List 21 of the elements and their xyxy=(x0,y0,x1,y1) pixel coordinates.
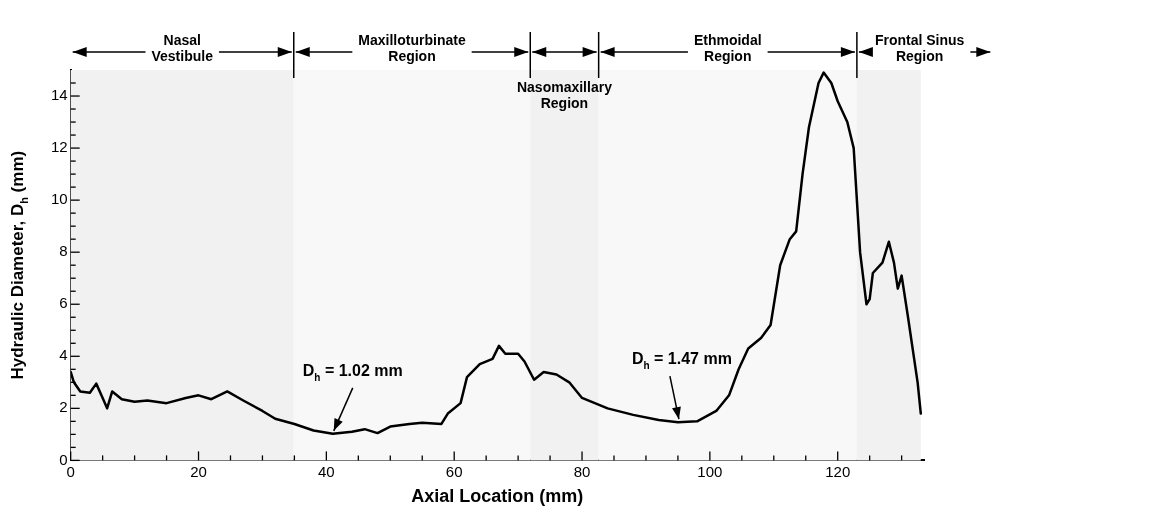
y-tick-label: 6 xyxy=(59,294,68,312)
y-tick-label: 8 xyxy=(59,242,68,260)
y-tick-label: 0 xyxy=(59,450,68,468)
x-tick-label: 60 xyxy=(445,462,463,480)
band-label: Ethmoidal Region xyxy=(693,32,762,64)
y-tick-label: 12 xyxy=(51,138,68,156)
y-tick-label: 4 xyxy=(59,346,68,364)
y-tick-label: 14 xyxy=(51,86,68,104)
x-tick-label: 80 xyxy=(573,462,591,480)
y-axis-title: Hydraulic Diameter, Dh (mm) xyxy=(7,150,30,380)
x-tick-label: 40 xyxy=(318,462,335,480)
band-label: Nasal Vestibule xyxy=(151,32,214,64)
x-tick-label: 20 xyxy=(190,462,207,480)
x-tick-label: 100 xyxy=(697,462,723,480)
band-label: Nasomaxillary Region xyxy=(516,79,613,111)
band-label: Maxilloturbinate Region xyxy=(358,32,466,64)
x-axis-title: Axial Location (mm) xyxy=(411,486,584,507)
y-tick-label: 10 xyxy=(51,190,68,208)
band-label: Frontal Sinus Region xyxy=(874,32,965,64)
y-tick-label: 2 xyxy=(59,398,68,416)
x-tick-label: 120 xyxy=(825,462,851,480)
